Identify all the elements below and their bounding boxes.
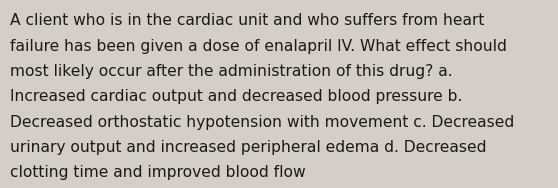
Text: Decreased orthostatic hypotension with movement c. Decreased: Decreased orthostatic hypotension with m… (10, 115, 514, 130)
Text: Increased cardiac output and decreased blood pressure b.: Increased cardiac output and decreased b… (10, 89, 463, 104)
Text: most likely occur after the administration of this drug? a.: most likely occur after the administrati… (10, 64, 453, 79)
Text: failure has been given a dose of enalapril IV. What effect should: failure has been given a dose of enalapr… (10, 39, 507, 54)
Text: urinary output and increased peripheral edema d. Decreased: urinary output and increased peripheral … (10, 140, 487, 155)
Text: A client who is in the cardiac unit and who suffers from heart: A client who is in the cardiac unit and … (10, 13, 484, 28)
Text: clotting time and improved blood flow: clotting time and improved blood flow (10, 165, 306, 180)
